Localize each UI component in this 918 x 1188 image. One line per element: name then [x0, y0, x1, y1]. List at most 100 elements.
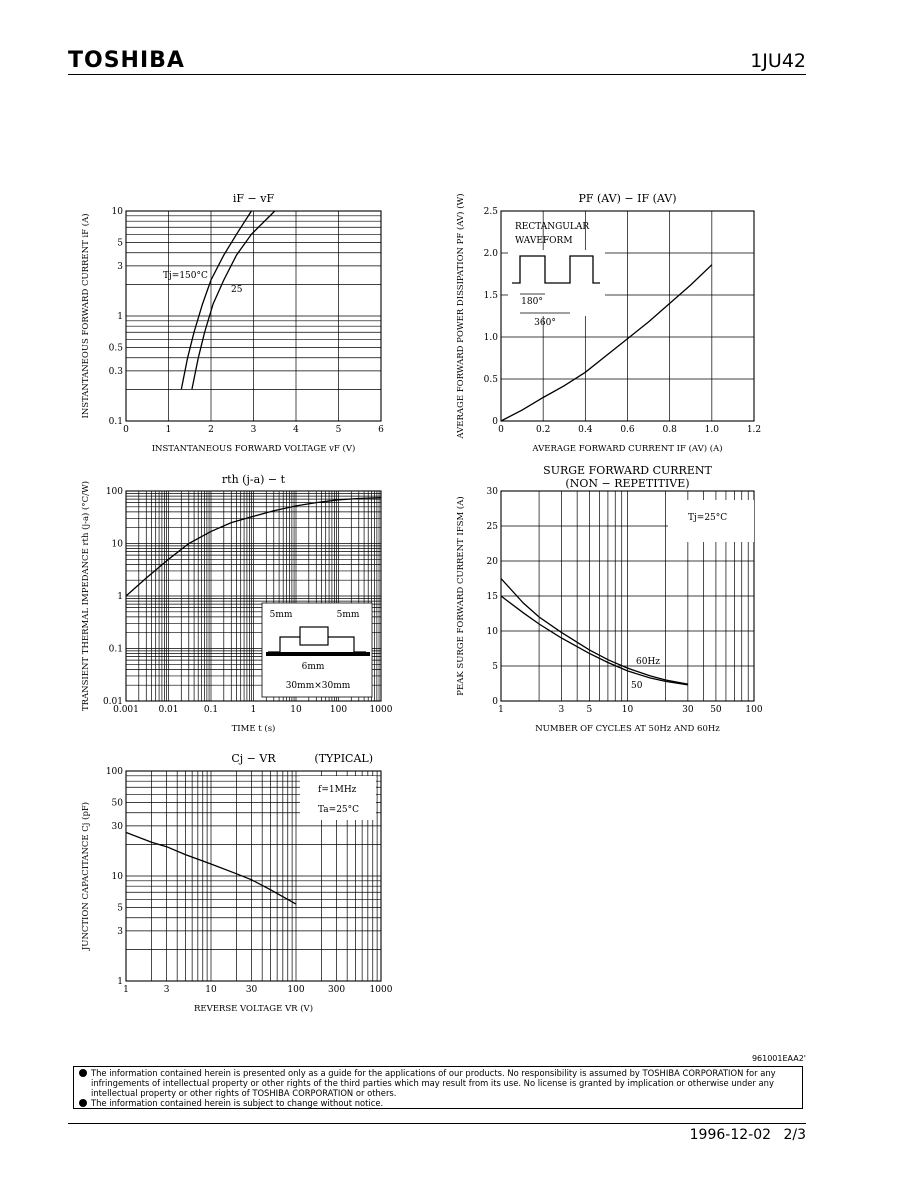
- disclaimer-item: The information contained herein is pres…: [78, 1068, 798, 1098]
- y-tick-label: 1: [117, 312, 123, 322]
- annotation-label: 30mm×30mm: [286, 681, 351, 691]
- y-axis-label: JUNCTION CAPACITANCE Cj (pF): [80, 802, 91, 951]
- annotation-label: 6mm: [302, 662, 325, 672]
- annotation-label: RECTANGULAR: [515, 222, 589, 232]
- document-code: 961001EAA2': [751, 1054, 806, 1063]
- annotation-label: 360°: [534, 318, 556, 328]
- y-axis-label: AVERAGE FORWARD POWER DISSIPATION PF (AV…: [455, 193, 466, 439]
- disclaimer-box: The information contained herein is pres…: [73, 1066, 803, 1109]
- header-rule: [68, 74, 806, 75]
- x-tick-label: 30: [246, 985, 258, 995]
- y-tick-label: 25: [487, 522, 499, 532]
- plot-frame: [125, 770, 382, 982]
- x-tick-label: 300: [328, 985, 345, 995]
- chart-title: rth (j-a) − t: [222, 473, 286, 486]
- plot-frame: [500, 210, 755, 422]
- chart-title: SURGE FORWARD CURRENT: [543, 464, 712, 477]
- y-tick-label: 0.01: [103, 697, 123, 707]
- y-tick-label: 2.5: [484, 207, 499, 217]
- x-axis-label: REVERSE VOLTAGE VR (V): [194, 1003, 313, 1014]
- x-tick-label: 5: [336, 425, 342, 435]
- footer-date: 1996-12-02: [689, 1127, 772, 1143]
- annotation-label: WAVEFORM: [515, 236, 573, 246]
- disclaimer-item: The information contained herein is subj…: [78, 1098, 798, 1108]
- y-tick-label: 0: [492, 417, 498, 427]
- series-line: [125, 831, 297, 905]
- x-tick-label: 1: [498, 705, 504, 715]
- x-tick-label: 5: [587, 705, 593, 715]
- chart-2: 0 0.2 0.4 0.6 0.8 1.0 1.2 2.5 2.0 1.5 1.0 0.5 0 PF (A…: [455, 192, 761, 454]
- x-tick-label: 10: [205, 985, 217, 995]
- x-tick-label: 1: [123, 985, 129, 995]
- x-tick-label: 50: [710, 705, 722, 715]
- x-tick-label: 0: [498, 425, 504, 435]
- x-tick-label: 0.2: [536, 425, 550, 435]
- x-tick-label: 4: [293, 425, 299, 435]
- annotation-label: 180°: [521, 297, 543, 307]
- y-tick-label: 20: [487, 557, 499, 567]
- y-tick-label: 10: [112, 872, 124, 882]
- annotation-label: 50: [631, 681, 643, 691]
- x-tick-label: 0.4: [578, 425, 593, 435]
- x-tick-label: 100: [745, 705, 762, 715]
- footer: 1996-12-02 2/3: [690, 1127, 806, 1143]
- y-tick-label: 50: [112, 799, 124, 809]
- y-tick-label: 0.5: [109, 344, 124, 354]
- y-tick-label: 1: [117, 592, 123, 602]
- plot-frame: [125, 210, 382, 422]
- chart-5: 1 3 10 30 100 300 1000 100 50 30 10 5 3 1 Cj − VR (TYPI…: [80, 752, 393, 1014]
- x-tick-label: 10: [622, 705, 634, 715]
- annotation-label: Tj=150°C: [163, 271, 208, 281]
- x-tick-label: 100: [287, 985, 304, 995]
- chart-subtitle: (TYPICAL): [314, 752, 373, 765]
- y-axis-label: INSTANTANEOUS FORWARD CURRENT iF (A): [80, 213, 91, 418]
- x-tick-label: 3: [558, 705, 564, 715]
- series-line: [125, 496, 382, 597]
- y-tick-label: 3: [117, 262, 123, 272]
- y-tick-label: 5: [117, 239, 123, 249]
- series-line: [180, 210, 252, 390]
- x-tick-label: 30: [682, 705, 694, 715]
- x-tick-label: 1.0: [705, 425, 720, 435]
- x-tick-label: 0.6: [620, 425, 635, 435]
- x-tick-label: 1.2: [747, 425, 761, 435]
- x-tick-label: 6: [378, 425, 384, 435]
- y-tick-label: 30: [112, 822, 124, 832]
- series-line: [191, 210, 276, 390]
- y-tick-label: 1: [117, 977, 123, 987]
- chart-1: 0 1 2 3 4 5 6 10 5 3 1 0.5 0.3 0.1 iF − vF INSTANTANEOU…: [80, 192, 384, 454]
- annotation-label: Ta=25°C: [318, 805, 359, 815]
- y-tick-label: 100: [106, 767, 123, 777]
- y-tick-label: 0: [492, 697, 498, 707]
- chart-title: PF (AV) − IF (AV): [578, 192, 676, 205]
- y-tick-label: 0.3: [109, 367, 124, 377]
- annotation-label: 60Hz: [636, 657, 660, 667]
- y-tick-label: 3: [117, 927, 123, 937]
- y-tick-label: 10: [112, 540, 124, 550]
- y-tick-label: 2.0: [484, 249, 499, 259]
- legend-backdrop: [668, 500, 754, 542]
- x-tick-label: 2: [208, 425, 214, 435]
- part-number: 1JU42: [750, 50, 806, 72]
- x-tick-label: 100: [330, 705, 347, 715]
- y-tick-label: 5: [492, 662, 498, 672]
- annotation-label: 5mm: [337, 610, 360, 620]
- footer-rule: [68, 1123, 806, 1124]
- y-tick-label: 100: [106, 487, 123, 497]
- x-tick-label: 0.8: [663, 425, 678, 435]
- annotation-label: Tj=25°C: [688, 513, 727, 523]
- y-axis-label: PEAK SURGE FORWARD CURRENT IFSM (A): [455, 496, 466, 695]
- x-tick-label: 0.001: [113, 705, 139, 715]
- x-tick-label: 1: [251, 705, 257, 715]
- y-tick-label: 30: [487, 487, 499, 497]
- series-line: [500, 264, 713, 422]
- x-tick-label: 0: [123, 425, 129, 435]
- x-tick-label: 1000: [370, 705, 393, 715]
- x-axis-label: NUMBER OF CYCLES AT 50Hz AND 60Hz: [535, 724, 720, 734]
- y-tick-label: 10: [487, 627, 499, 637]
- y-tick-label: 0.1: [109, 417, 123, 427]
- chart-title: Cj − VR: [231, 752, 276, 765]
- chart-subtitle: (NON − REPETITIVE): [565, 477, 689, 490]
- pcb-icon: [266, 652, 370, 656]
- annotation-label: f=1MHz: [318, 785, 357, 795]
